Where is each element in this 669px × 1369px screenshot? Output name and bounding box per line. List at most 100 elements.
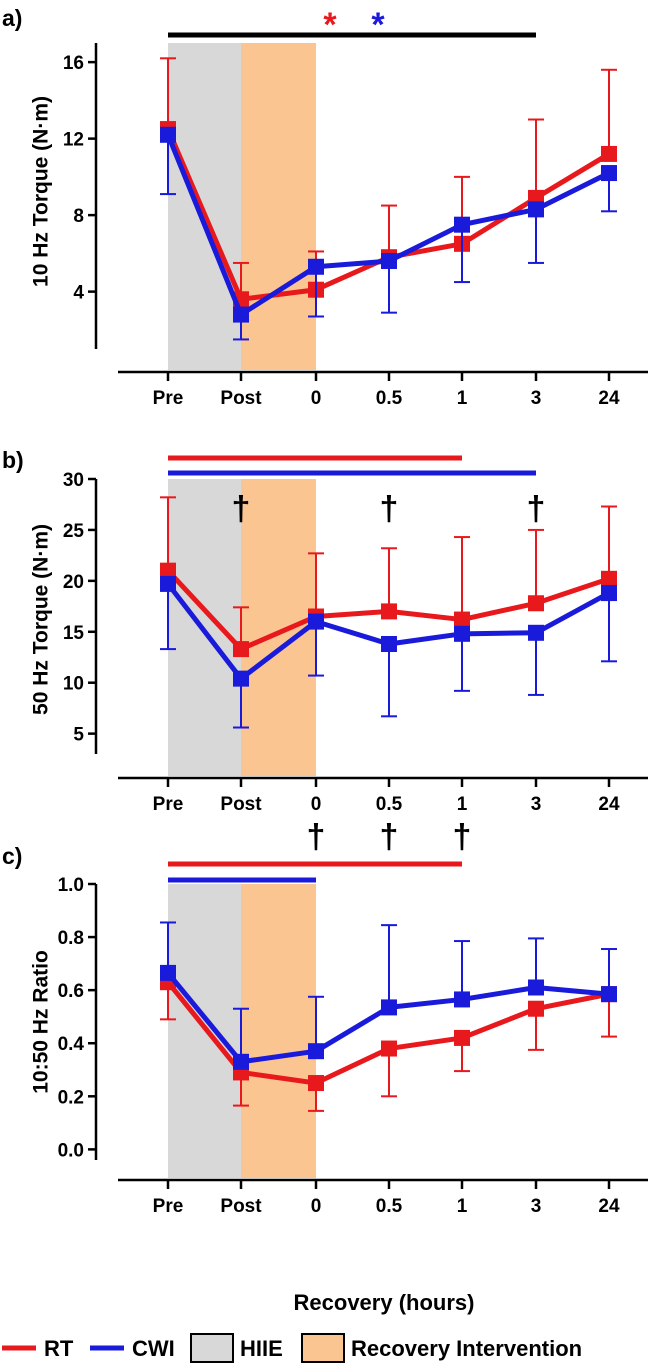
x-tick-label: 1 <box>457 1196 468 1217</box>
data-point <box>233 306 249 323</box>
data-point <box>233 670 249 687</box>
legend-recovery-swatch <box>301 1333 345 1363</box>
y-tick-label: 15 <box>63 623 85 644</box>
x-tick-label: 24 <box>598 388 620 409</box>
panel-a: 4 8 12 16 10 Hz Torque (N·m) Pre Post 0 0.5 1 3 24 a… <box>2 5 648 409</box>
x-tick-label: Pre <box>153 388 184 409</box>
panel-label: a) <box>2 5 22 31</box>
legend-hiie-swatch <box>190 1333 234 1363</box>
y-tick-label: 20 <box>63 572 84 593</box>
x-tick-label: 0 <box>311 388 322 409</box>
data-point <box>381 253 397 270</box>
y-tick-label: 5 <box>73 725 84 746</box>
y-tick-label: 30 <box>63 470 84 491</box>
x-tick-label: 0.5 <box>376 794 403 815</box>
y-axis-label: 50 Hz Torque (N·m) <box>29 524 52 715</box>
data-point <box>308 1043 324 1060</box>
data-point <box>601 570 617 587</box>
recovery-shaded-region <box>241 479 316 776</box>
dagger-marker: † <box>380 818 399 856</box>
x-tick-label: 24 <box>598 1196 620 1217</box>
data-point <box>528 201 544 218</box>
x-tick-label: 1 <box>457 388 468 409</box>
data-point <box>160 964 176 981</box>
recovery-shaded-region <box>241 43 316 370</box>
x-tick-label: 0.5 <box>376 1196 403 1217</box>
panel-label: b) <box>2 447 24 473</box>
x-tick-label: 0 <box>311 794 322 815</box>
data-point <box>308 1075 324 1092</box>
data-point <box>601 986 617 1003</box>
data-point <box>528 624 544 641</box>
x-tick-label: 3 <box>531 794 542 815</box>
legend-recovery-label: Recovery Intervention <box>351 1336 582 1361</box>
dagger-marker: † <box>380 490 399 528</box>
data-point <box>454 625 470 642</box>
data-point <box>160 575 176 592</box>
data-point <box>454 611 470 628</box>
data-point <box>160 126 176 143</box>
data-point <box>381 999 397 1016</box>
panel-b: 5 10 15 20 25 30 50 Hz Torque (N·m) Pre Post 0 0.5… <box>2 447 648 815</box>
data-point <box>233 641 249 658</box>
dagger-marker: † <box>453 818 472 856</box>
data-point <box>381 636 397 652</box>
series-rt <box>160 496 617 658</box>
panel-c: 0.0 0.2 0.4 0.6 0.8 1.0 10:50 Hz Ratio Pre Post 0… <box>2 818 648 1217</box>
data-point <box>308 258 324 275</box>
y-tick-label: 0.8 <box>58 928 84 949</box>
recovery-shaded-region <box>241 884 316 1178</box>
y-axis-label: 10 Hz Torque (N·m) <box>29 96 52 287</box>
x-tick-label: 0 <box>311 1196 322 1217</box>
data-point <box>233 1053 249 1070</box>
panels: 4 8 12 16 10 Hz Torque (N·m) Pre Post 0 0.5 1 3 24 a… <box>2 5 648 1217</box>
x-tick-label: 3 <box>531 1196 542 1217</box>
y-tick-label: 12 <box>63 130 84 151</box>
y-tick-label: 4 <box>73 283 84 304</box>
data-point <box>601 165 617 182</box>
x-tick-label: 0.5 <box>376 388 403 409</box>
y-tick-label: 10 <box>63 674 84 695</box>
x-tick-label: Post <box>220 1196 262 1217</box>
data-point <box>528 1000 544 1017</box>
data-point <box>454 1029 470 1046</box>
series-cwi <box>160 921 617 1070</box>
y-tick-label: 0.4 <box>58 1034 85 1055</box>
asterisk-rt: * <box>323 6 337 44</box>
data-point <box>601 145 617 162</box>
data-point <box>160 562 176 579</box>
x-tick-label: Post <box>220 794 262 815</box>
y-tick-label: 25 <box>63 521 85 542</box>
y-axis-label: 10:50 Hz Ratio <box>29 950 52 1094</box>
y-tick-label: 1.0 <box>58 875 84 896</box>
hiie-shaded-region <box>168 43 241 370</box>
data-point <box>381 1040 397 1057</box>
legend-rt-label: RT <box>44 1336 74 1361</box>
data-point <box>454 216 470 233</box>
x-tick-label: 3 <box>531 388 542 409</box>
x-tick-label: Pre <box>153 1196 184 1217</box>
data-point <box>454 991 470 1008</box>
x-tick-label: Pre <box>153 794 184 815</box>
y-tick-label: 0.0 <box>58 1140 84 1161</box>
x-tick-label: 24 <box>598 794 620 815</box>
x-tick-label: Post <box>220 388 262 409</box>
legend: RT CWI HIIE Recovery Intervention <box>2 1333 582 1363</box>
data-point <box>528 595 544 612</box>
legend-hiie-label: HIIE <box>240 1336 283 1361</box>
x-axis-label: Recovery (hours) <box>294 1290 475 1315</box>
data-point <box>601 585 617 602</box>
y-tick-label: 0.2 <box>58 1087 84 1108</box>
panel-label: c) <box>2 843 22 869</box>
dagger-marker: † <box>232 490 251 528</box>
series-cwi <box>160 126 617 341</box>
asterisk-cwi: * <box>371 6 385 44</box>
dagger-marker: † <box>527 490 546 528</box>
data-point <box>381 603 397 620</box>
legend-cwi-label: CWI <box>132 1336 175 1361</box>
data-point <box>528 979 544 996</box>
dagger-marker: † <box>307 818 326 856</box>
x-tick-label: 1 <box>457 794 468 815</box>
y-tick-label: 0.6 <box>58 981 84 1002</box>
